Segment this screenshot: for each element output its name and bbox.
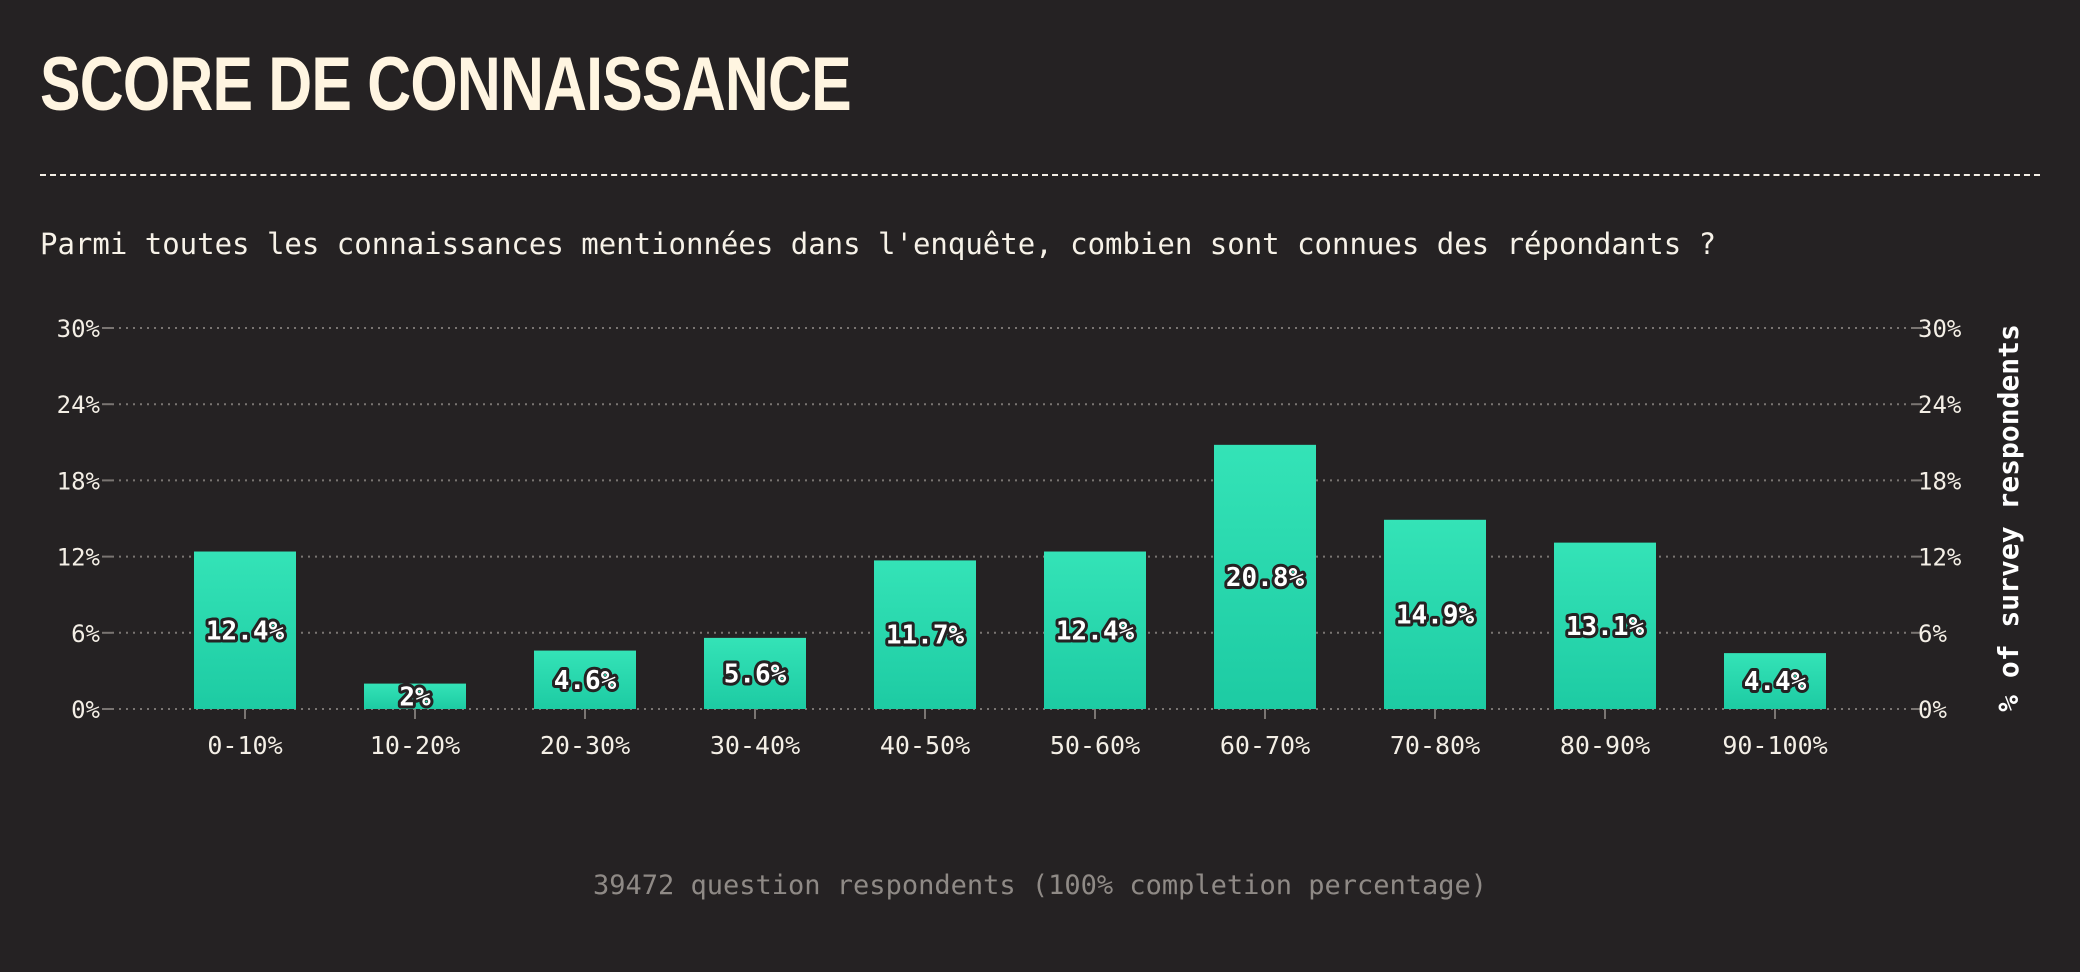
bar [1214, 444, 1316, 709]
bar [704, 637, 806, 709]
bar-value-labels: 12.4% 2% 4.6% 5.6% 11.7% 12.4% 20.8% 14.9% 13.1%… [203, 560, 1810, 715]
bar-value-label: 11.7% [886, 621, 965, 651]
bar-value-label: 4.4% [1744, 667, 1807, 697]
y-tick-label-left: 24% [57, 391, 101, 419]
bar [1384, 519, 1486, 709]
y-tick-label-left: 0% [71, 696, 100, 724]
x-tick-label: 60-70% [1220, 731, 1310, 760]
bar-value-label: 13.1% [1566, 612, 1645, 642]
x-tick-label: 0-10% [207, 731, 282, 760]
bar-chart: 12.4% 2% 4.6% 5.6% 11.7% 12.4% 20.8% 14.9% 13.1%… [57, 315, 2025, 760]
respondents-footer: 39472 question respondents (100% complet… [592, 870, 1488, 901]
x-tick-label: 10-20% [370, 731, 460, 760]
y-tick-label-right: 30% [1918, 315, 1962, 343]
bar-value-label: 5.6% [724, 659, 787, 689]
y-tick-label-left: 30% [57, 315, 101, 343]
question-text: Parmi toutes les connaissances mentionné… [40, 227, 1717, 261]
bar-value-label: 12.4% [1056, 616, 1135, 646]
y-tick-label-right: 12% [1918, 544, 1962, 572]
chart-title: SCORE DE CONNAISSANCE [40, 42, 852, 127]
bar-value-label: 4.6% [554, 666, 617, 696]
y-tick-label-left: 12% [57, 544, 101, 572]
bar [364, 683, 466, 709]
x-tick-label: 20-30% [540, 731, 630, 760]
bar [874, 560, 976, 709]
bar [194, 551, 296, 709]
title-divider [40, 174, 2040, 176]
bar-value-label: 20.8% [1226, 563, 1305, 593]
axes: 0% 0% 6% 6% 12% 12% 18% 18% 24% 24% 30% 30% 0-10% 10-… [57, 315, 2025, 760]
y-tick-label-left: 6% [71, 620, 100, 648]
bar [1724, 653, 1826, 709]
y-tick-label-right: 6% [1918, 620, 1947, 648]
y-tick-label-right: 18% [1918, 467, 1962, 495]
bar-value-label: 12.4% [206, 616, 285, 646]
x-tick-label: 70-80% [1390, 731, 1480, 760]
y-axis-title: % of survey respondents [1992, 324, 2025, 712]
x-tick-label: 90-100% [1722, 731, 1827, 760]
bar-value-label: 2% [399, 682, 431, 712]
x-tick-label: 80-90% [1560, 731, 1650, 760]
bar [534, 650, 636, 709]
x-tick-label: 50-60% [1050, 731, 1140, 760]
x-tick-label: 30-40% [710, 731, 800, 760]
bar-value-label: 14.9% [1396, 600, 1475, 630]
y-tick-label-right: 24% [1918, 391, 1962, 419]
bar [1044, 551, 1146, 709]
y-tick-label-right: 0% [1918, 696, 1947, 724]
bars [194, 444, 1826, 709]
y-tick-label-left: 18% [57, 467, 101, 495]
bar [1554, 542, 1656, 709]
x-tick-label: 40-50% [880, 731, 970, 760]
